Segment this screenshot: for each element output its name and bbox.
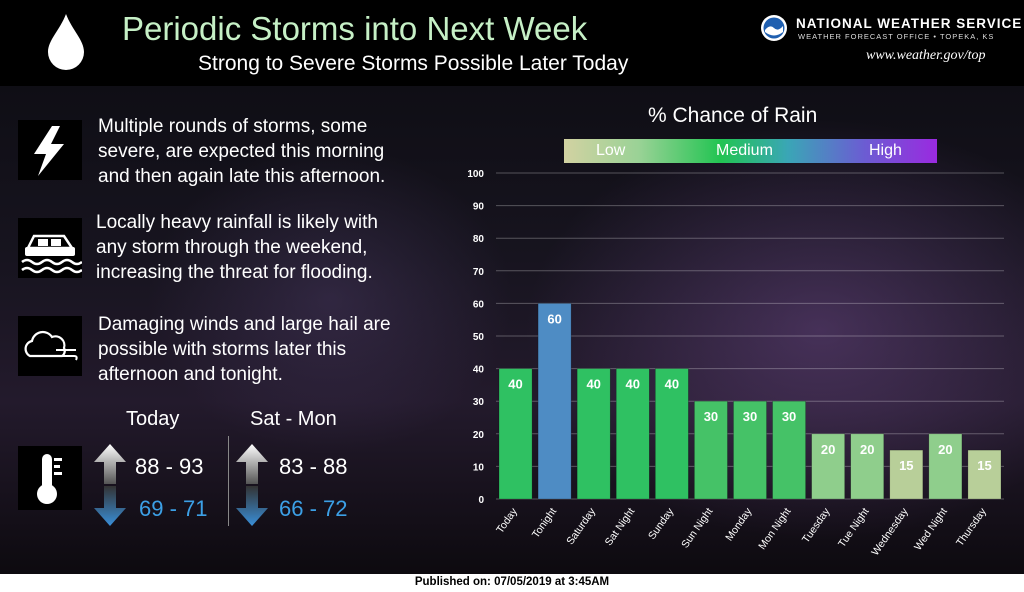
bar-tue-night <box>850 433 885 500</box>
bullet-rainfall-line-2: any storm through the weekend, <box>96 237 368 258</box>
bullet-rainfall-line-3: increasing the threat for flooding. <box>96 262 373 283</box>
weekend-high: 83 - 88 <box>279 454 348 479</box>
weekend-label: Sat - Mon <box>250 408 337 430</box>
wind-hail-cloud-icon <box>18 316 82 376</box>
x-tick-label-tuesday: Tuesday <box>800 505 833 545</box>
scale-high-label: High <box>869 142 902 159</box>
y-tick-label-80: 80 <box>473 234 485 245</box>
data-label-wednesday: 15 <box>899 458 913 473</box>
x-tick-label-sun-night: Sun Night <box>679 506 715 551</box>
data-label-sun-night: 30 <box>704 409 718 424</box>
data-label-sunday: 40 <box>665 377 679 392</box>
bar-mon-night <box>772 400 806 500</box>
x-tick-label-mon-night: Mon Night <box>756 506 793 552</box>
data-label-tuesday: 20 <box>821 442 835 457</box>
data-label-sat-night: 40 <box>626 377 640 392</box>
y-tick-label-20: 20 <box>473 430 485 441</box>
rain-chance-scale <box>564 139 937 163</box>
weekend-low: 66 - 72 <box>279 496 348 521</box>
bar-tuesday <box>811 433 845 500</box>
x-tick-label-today: Today <box>494 505 520 535</box>
y-tick-label-0: 0 <box>478 495 484 506</box>
page-subtitle: Strong to Severe Storms Possible Later T… <box>198 52 629 75</box>
published-date: Published on: 07/05/2019 at 3:45AM <box>414 576 610 588</box>
flooded-car-icon <box>18 218 83 278</box>
page-title: Periodic Storms into Next Week <box>122 10 588 47</box>
bullet-winds-line-2: possible with storms later this <box>98 339 347 360</box>
rain-chance-bar-chart: 0 10 20 30 40 50 60 70 80 90 100 40 Today 60 Tonight 40… <box>467 169 1002 558</box>
weekend-high-low-arrows-icon <box>236 444 268 526</box>
data-label-wed-night: 20 <box>938 442 952 457</box>
raindrop-icon <box>48 14 84 70</box>
today-high: 88 - 93 <box>135 454 204 479</box>
y-tick-label-10: 10 <box>473 462 485 473</box>
bullet-rainfall-line-1: Locally heavy rainfall is likely with <box>96 212 378 233</box>
scale-medium-label: Medium <box>716 142 773 159</box>
x-tick-label-tue-night: Tue Night <box>836 506 872 550</box>
data-label-tonight: 60 <box>547 311 561 326</box>
today-low: 69 - 71 <box>139 496 208 521</box>
scale-low-label: Low <box>596 142 626 159</box>
bar-monday <box>733 400 767 500</box>
bullet-rainfall: Locally heavy rainfall is likely with an… <box>96 210 446 285</box>
data-label-saturday: 40 <box>586 377 600 392</box>
y-tick-label-60: 60 <box>473 299 485 310</box>
data-label-today: 40 <box>508 377 522 392</box>
thermometer-icon <box>18 446 82 510</box>
bullet-winds-line-3: afternoon and tonight. <box>98 364 283 385</box>
x-tick-label-sat-night: Sat Night <box>603 506 638 548</box>
bar-today <box>498 368 533 500</box>
bullet-winds-line-1: Damaging winds and large hail are <box>98 314 391 335</box>
lightning-icon <box>18 120 82 180</box>
y-tick-label-50: 50 <box>473 332 485 343</box>
x-tick-label-saturday: Saturday <box>564 505 598 547</box>
y-tick-label-40: 40 <box>473 365 485 376</box>
bullet-storms: Multiple rounds of storms, some severe, … <box>98 114 448 189</box>
y-tick-label-70: 70 <box>473 267 485 278</box>
x-tick-label-thursday: Thursday <box>954 505 989 548</box>
x-tick-label-monday: Monday <box>723 505 755 543</box>
today-label: Today <box>126 408 180 430</box>
bar-sunday <box>655 368 689 500</box>
temps-divider <box>228 436 229 526</box>
bullet-winds-hail: Damaging winds and large hail are possib… <box>98 312 448 387</box>
bar-tonight <box>537 303 572 500</box>
bullet-storms-line-3: and then again late this afternoon. <box>98 166 386 187</box>
data-label-thursday: 15 <box>977 458 991 473</box>
x-tick-label-tonight: Tonight <box>530 506 559 541</box>
bullet-storms-line-1: Multiple rounds of storms, some <box>98 116 368 137</box>
bar-sun-night <box>694 400 728 500</box>
data-label-mon-night: 30 <box>782 409 796 424</box>
bar-thursday <box>967 449 1002 500</box>
x-tick-label-wednesday: Wednesday <box>869 505 911 558</box>
bar-wednesday <box>889 449 924 500</box>
y-tick-label-30: 30 <box>473 397 485 408</box>
x-tick-label-sunday: Sunday <box>646 505 677 542</box>
data-label-tue-night: 20 <box>860 442 874 457</box>
bar-saturday <box>576 368 611 500</box>
y-tick-label-90: 90 <box>473 202 485 213</box>
data-label-monday: 30 <box>743 409 757 424</box>
agency-name: NATIONAL WEATHER SERVICE <box>796 16 1023 31</box>
bar-sat-night <box>615 368 650 500</box>
chart-title: % Chance of Rain <box>648 104 818 127</box>
graphic-frame: Periodic Storms into Next Week Strong to… <box>0 0 1024 574</box>
forecast-office: WEATHER FORECAST OFFICE • TOPEKA, KS <box>798 32 995 41</box>
y-tick-label-100: 100 <box>467 169 484 180</box>
nws-logo <box>761 15 787 41</box>
bullet-storms-line-2: severe, are expected this morning <box>98 141 385 162</box>
bar-wed-night <box>928 433 963 500</box>
website-url: www.weather.gov/top <box>866 48 986 63</box>
header-band: Periodic Storms into Next Week Strong to… <box>0 0 1024 86</box>
x-tick-label-wed-night: Wed Night <box>912 506 950 553</box>
today-high-low-arrows-icon <box>94 444 126 526</box>
